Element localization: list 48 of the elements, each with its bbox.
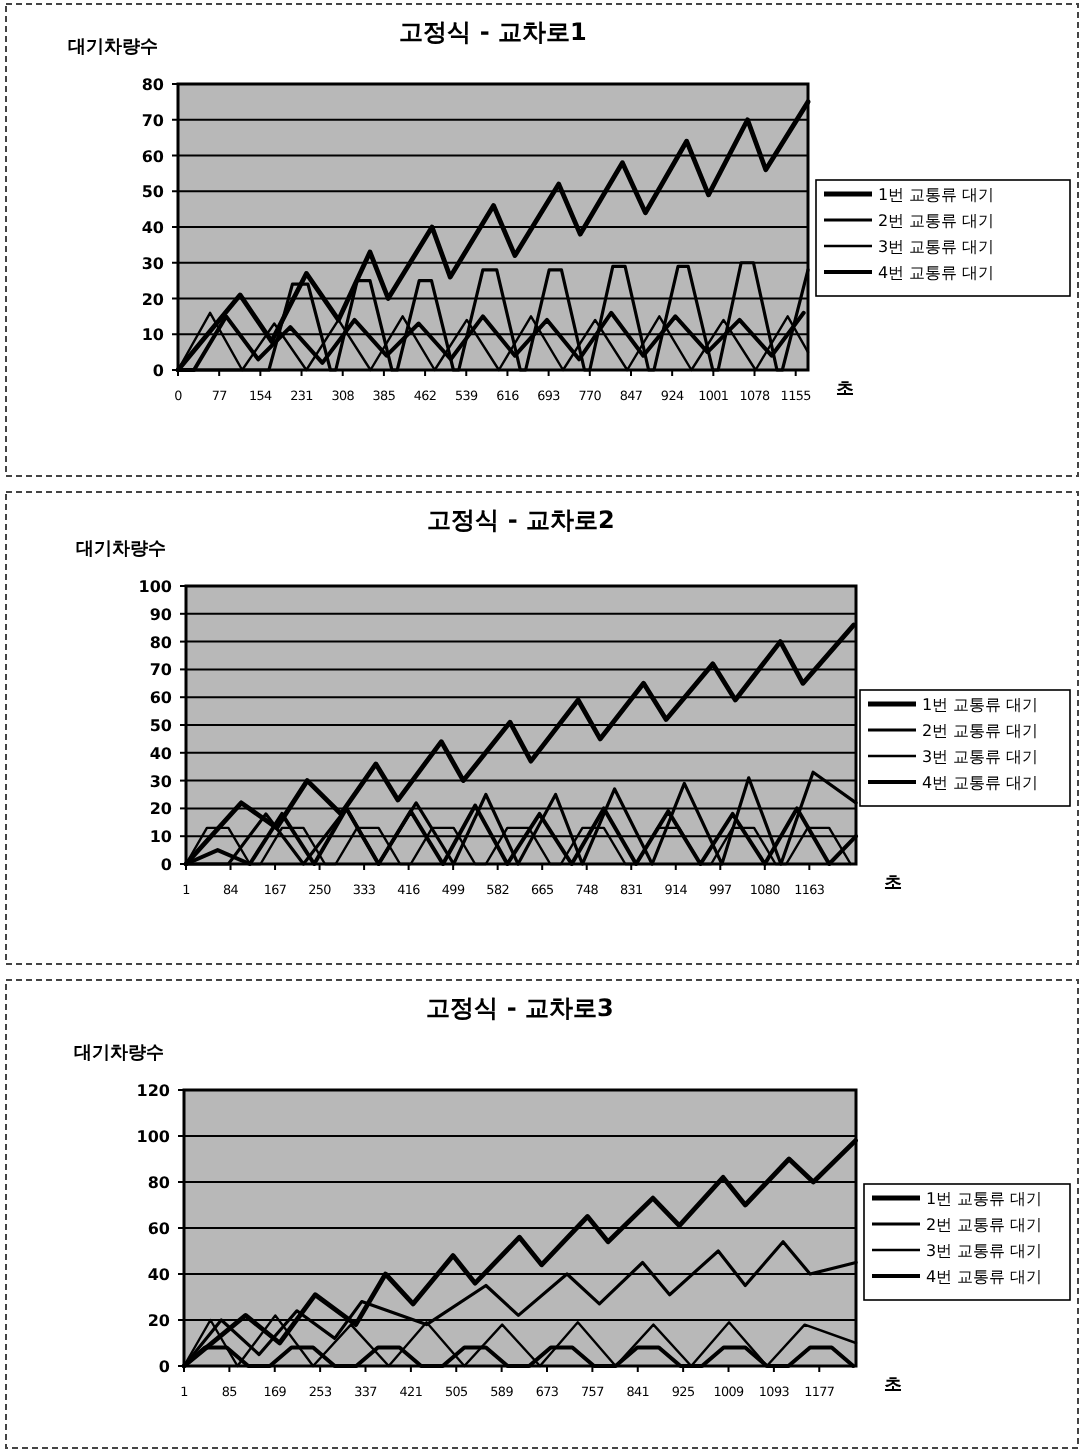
legend-label: 2번 교통류 대기 bbox=[878, 212, 995, 230]
y-tick-label: 120 bbox=[136, 1082, 171, 1100]
y-tick-label: 70 bbox=[149, 661, 173, 680]
legend-label: 4번 교통류 대기 bbox=[926, 1268, 1043, 1286]
legend-label: 3번 교통류 대기 bbox=[926, 1242, 1043, 1260]
y-axis-title: 대기차량수 bbox=[74, 1044, 164, 1064]
y-tick-label: 60 bbox=[141, 147, 165, 166]
y-tick-label: 80 bbox=[141, 76, 165, 94]
y-tick-label: 0 bbox=[160, 856, 173, 874]
legend-label: 1번 교통류 대기 bbox=[878, 186, 995, 204]
legend-label: 1번 교통류 대기 bbox=[926, 1190, 1043, 1208]
y-tick-label: 0 bbox=[158, 1358, 171, 1376]
y-tick-label: 50 bbox=[141, 183, 165, 202]
legend-label: 4번 교통류 대기 bbox=[922, 774, 1039, 792]
x-axis-title: 초 bbox=[884, 874, 902, 894]
chart-title: 고정식 - 교차로1 bbox=[399, 18, 587, 46]
y-tick-label: 40 bbox=[149, 744, 173, 763]
chart-title: 고정식 - 교차로3 bbox=[426, 994, 614, 1022]
legend-label: 3번 교통류 대기 bbox=[878, 238, 995, 256]
y-tick-label: 90 bbox=[149, 605, 173, 624]
y-axis-title: 대기차량수 bbox=[76, 540, 166, 560]
y-tick-label: 80 bbox=[149, 633, 173, 652]
y-tick-label: 20 bbox=[149, 800, 173, 819]
legend-label: 3번 교통류 대기 bbox=[922, 748, 1039, 766]
y-tick-label: 20 bbox=[141, 290, 165, 309]
y-tick-label: 40 bbox=[141, 219, 165, 237]
y-tick-label: 30 bbox=[141, 254, 165, 273]
y-tick-label: 100 bbox=[138, 578, 173, 596]
y-tick-label: 20 bbox=[147, 1312, 171, 1330]
y-tick-label: 70 bbox=[141, 111, 165, 130]
y-tick-label: 80 bbox=[147, 1174, 171, 1192]
y-tick-label: 10 bbox=[149, 828, 173, 847]
legend-label: 2번 교통류 대기 bbox=[922, 722, 1039, 740]
legend-label: 1번 교통류 대기 bbox=[922, 696, 1039, 714]
y-tick-label: 50 bbox=[149, 717, 173, 735]
y-tick-label: 60 bbox=[147, 1220, 171, 1238]
y-tick-label: 60 bbox=[149, 689, 173, 708]
legend-label: 2번 교통류 대기 bbox=[926, 1216, 1043, 1234]
x-axis-title: 초 bbox=[836, 380, 854, 400]
y-tick-label: 10 bbox=[141, 326, 165, 345]
y-tick-label: 100 bbox=[136, 1128, 171, 1146]
y-tick-label: 40 bbox=[147, 1266, 171, 1284]
y-tick-label: 30 bbox=[149, 772, 173, 791]
y-tick-label: 0 bbox=[152, 362, 165, 380]
y-axis-title: 대기차량수 bbox=[68, 38, 158, 58]
chart-title: 고정식 - 교차로2 bbox=[427, 506, 615, 534]
x-axis-title: 초 bbox=[884, 1376, 902, 1396]
legend-label: 4번 교통류 대기 bbox=[878, 264, 995, 282]
